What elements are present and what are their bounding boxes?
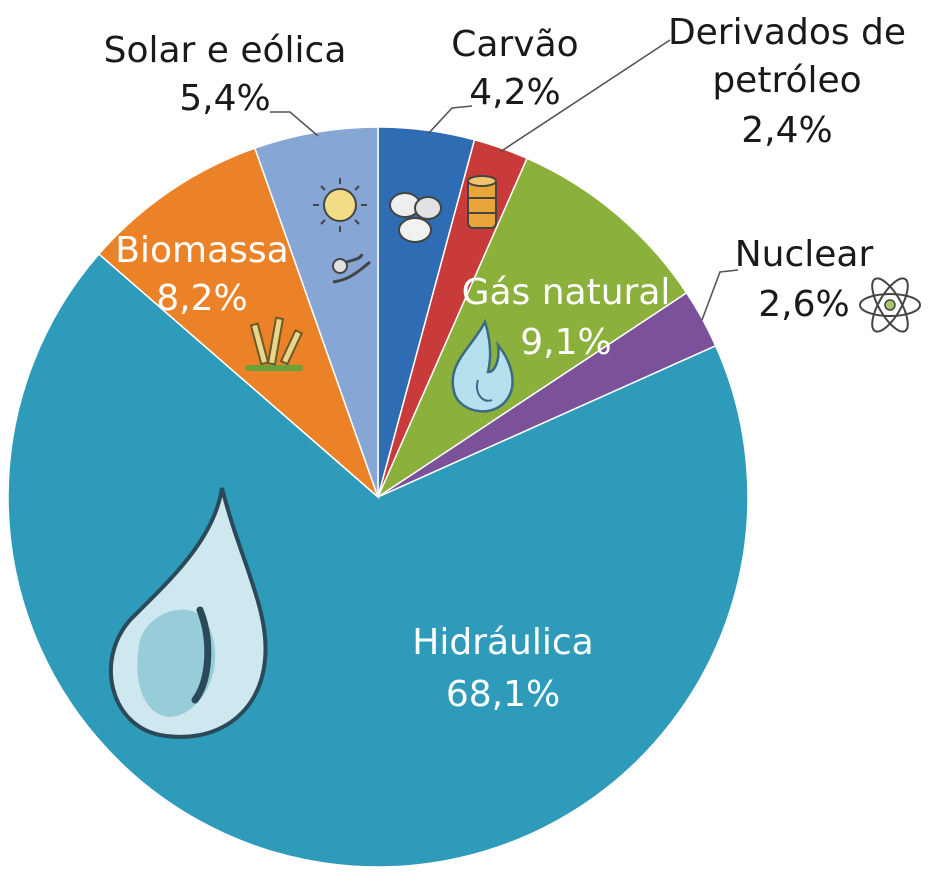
- water-drop-icon: [108, 487, 268, 739]
- label-solar-eolica-name: Solar e eólica: [104, 30, 347, 71]
- sun-wind-icon: [313, 178, 371, 284]
- pie-slice-gas-natural: [376, 157, 688, 500]
- slice-labels: Solar e eólica 5,4% Carvão 4,2% Derivado…: [104, 12, 906, 715]
- label-biomassa-name: Biomassa: [115, 230, 288, 271]
- label-derivados-name-line1: Derivados de: [668, 12, 906, 53]
- label-carvao-name: Carvão: [451, 24, 578, 65]
- label-nuclear-name: Nuclear: [735, 234, 874, 275]
- leader-solar-eolica: [270, 111, 319, 137]
- pie-slice-biomassa: [97, 147, 380, 500]
- label-gas-natural-name: Gás natural: [462, 272, 671, 313]
- label-gas-natural-value: 9,1%: [520, 322, 611, 363]
- label-derivados-value: 2,4%: [741, 110, 832, 151]
- label-hidraulica-name: Hidráulica: [412, 622, 593, 663]
- coal-icon: [389, 192, 442, 243]
- flame-icon: [451, 318, 514, 413]
- leader-carvao: [427, 105, 473, 135]
- label-derivados-name-line2: petróleo: [712, 60, 861, 101]
- label-hidraulica-value: 68,1%: [446, 674, 560, 715]
- leader-derivados: [499, 39, 671, 153]
- label-nuclear-value: 2,6%: [758, 284, 849, 325]
- label-solar-eolica-value: 5,4%: [179, 78, 270, 119]
- slice-icons: [108, 175, 921, 739]
- label-carvao-value: 4,2%: [469, 72, 560, 113]
- leader-nuclear: [701, 269, 739, 321]
- label-biomassa-value: 8,2%: [156, 278, 247, 319]
- leader-lines: [270, 39, 739, 321]
- sugarcane-icon: [245, 316, 304, 371]
- atom-icon: [859, 277, 921, 333]
- oil-barrel-icon: [467, 175, 497, 229]
